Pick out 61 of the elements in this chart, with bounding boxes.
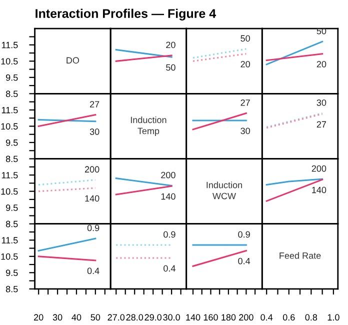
series-label: 140	[85, 195, 100, 202]
x-tick-label: 29.0	[144, 314, 162, 321]
series-label: 27	[90, 101, 100, 108]
x-tick-label: 30	[52, 314, 62, 321]
x-tick-label: 1.0	[328, 314, 340, 321]
annotation: DO	[66, 57, 80, 64]
x-tick-label: 27.0	[108, 314, 125, 321]
y-tick-label: 11.5	[2, 237, 18, 244]
series-label: 0.9	[164, 231, 176, 238]
annotation: Induction Temp	[130, 116, 166, 136]
series-label: 0.4	[238, 258, 250, 264]
y-tick-label: 9.5	[6, 74, 18, 81]
series-label: 30	[240, 128, 250, 134]
series-label: 200	[312, 165, 326, 172]
series-label: 20	[240, 61, 250, 68]
series-label: 0.4	[164, 265, 176, 272]
text: Induction WCW	[206, 182, 242, 200]
series-label: 50	[166, 64, 176, 71]
annotation: Feed Rate	[280, 252, 321, 259]
y-tick-label: 9.5	[6, 204, 18, 211]
series-label: 20	[316, 61, 326, 68]
series-label: 140	[312, 186, 326, 194]
y-tick-label: 10.5	[1, 253, 18, 260]
y-tick-label: 10.5	[1, 58, 18, 64]
y-tick-label: 8.5	[6, 286, 18, 292]
series-label: 50	[316, 28, 326, 34]
x-tick-label: 50	[90, 314, 100, 321]
x-tick-label: 200	[239, 314, 254, 321]
x-tick-label: 0.6	[282, 314, 295, 321]
series-label: 200	[84, 166, 100, 173]
x-tick-label: 0.8	[305, 314, 318, 321]
x-tick-label: 40	[72, 314, 82, 321]
y-tick-label: 10.5	[1, 123, 18, 130]
series-label: 27	[240, 99, 250, 106]
x-tick-label: 180	[222, 314, 236, 321]
x-tick-label: 30.0	[163, 314, 180, 321]
series-label: 0.4	[87, 268, 100, 274]
y-tick-label: 8.5	[6, 220, 18, 228]
y-tick-label: 8.5	[6, 156, 18, 162]
x-tick-label: 0.4	[260, 314, 273, 321]
y-tick-label: 9.5	[6, 139, 18, 146]
x-tick-label: 28.0	[126, 314, 144, 321]
series-label: 30	[316, 99, 326, 106]
y-tick-label: 11.5	[2, 107, 18, 114]
x-tick-label: 160	[204, 314, 218, 321]
series-label: 30	[90, 128, 100, 135]
series-label: 140	[161, 193, 176, 200]
y-tick-label: 11.5	[2, 172, 18, 178]
y-tick-label: 8.5	[6, 90, 18, 98]
series-label: 0.9	[238, 231, 250, 238]
series-label: 20	[166, 42, 176, 48]
series-label: 50	[240, 35, 250, 42]
y-tick-label: 10.5	[1, 188, 18, 195]
chart-title: Interaction Profiles — Figure 4	[36, 8, 216, 20]
series-label: 0.9	[87, 224, 100, 232]
series-label: 27	[316, 121, 326, 128]
y-tick-label: 9.5	[6, 270, 18, 276]
y-tick-label: 11.5	[2, 42, 18, 48]
x-tick-label: 20	[34, 314, 44, 321]
x-tick-label: 140	[186, 314, 200, 321]
series-label: 200	[161, 172, 176, 178]
